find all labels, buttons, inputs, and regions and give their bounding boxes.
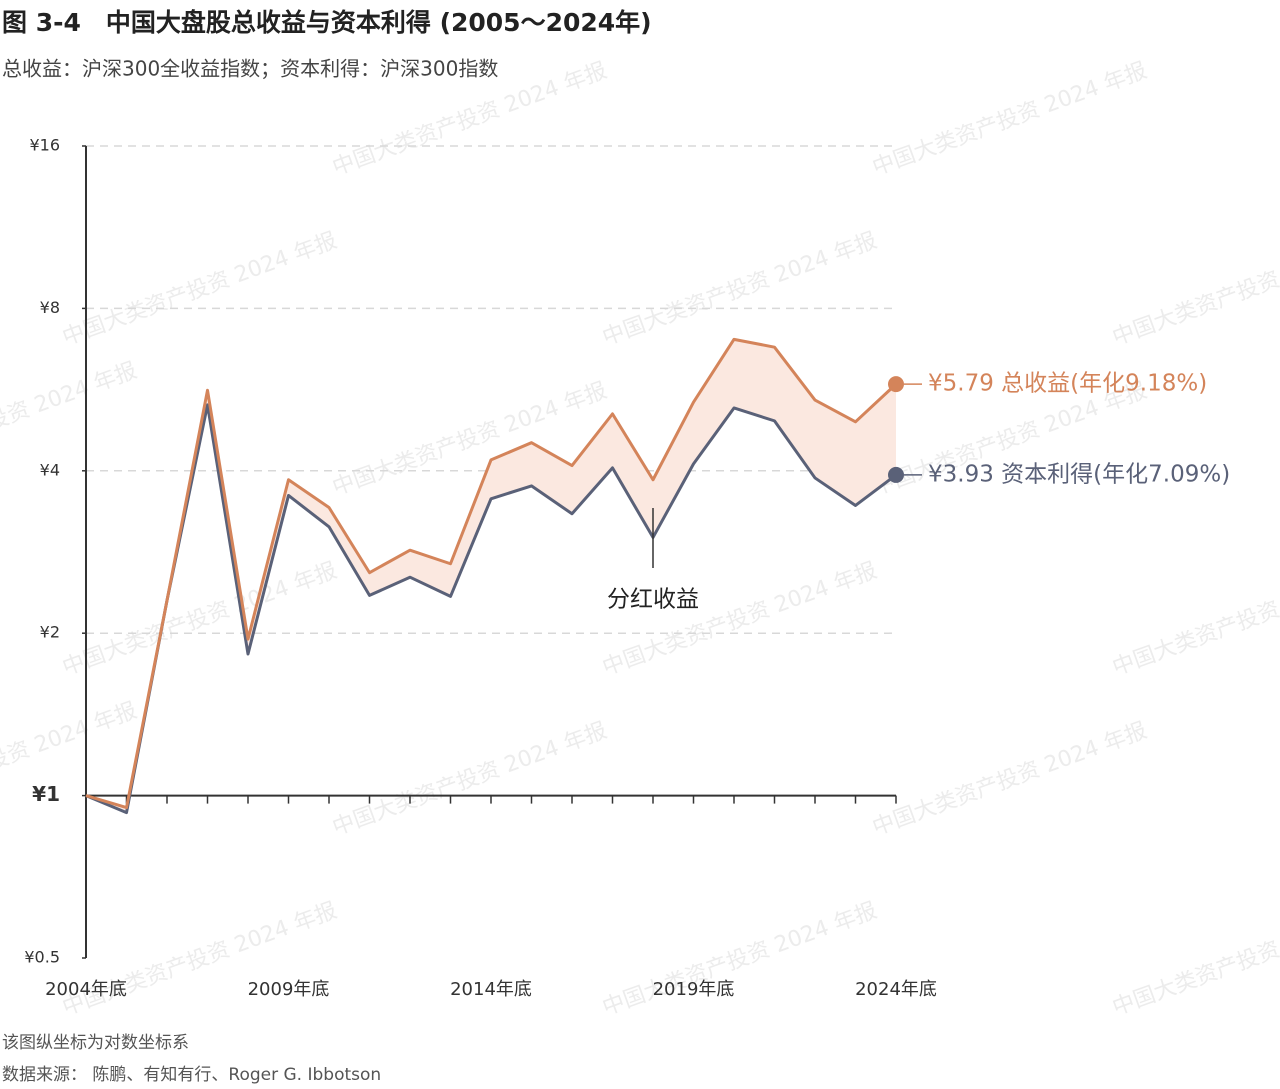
y-tick-label: ¥8	[40, 298, 60, 317]
watermark: 中国大类资产投资 2024 年报	[1109, 558, 1280, 681]
y-tick-label: ¥4	[40, 460, 60, 479]
y-tick-label: ¥0.5	[24, 948, 60, 967]
watermark: 中国大类资产投资 2024 年报	[329, 718, 610, 841]
y-tick-label: ¥16	[29, 136, 60, 155]
end-marker	[888, 466, 904, 483]
end-label: ¥3.93 资本利得(年化7.09%)	[928, 461, 1230, 487]
x-tick-label: 2014年底	[450, 979, 532, 1000]
x-tick-label: 2019年底	[653, 979, 735, 1000]
watermark: 中国大类资产投资 2024 年报	[869, 58, 1150, 181]
y-tick-label: ¥2	[40, 623, 60, 642]
watermark: 中国大类资产投资 2024 年报	[1109, 898, 1280, 1021]
x-tick-label: 2024年底	[855, 979, 937, 1000]
series-line	[85, 337, 898, 810]
end-marker	[888, 376, 904, 393]
watermark: 中国大类资产投资 2024 年报	[59, 228, 340, 351]
watermark: 中国大类资产投资 2024 年报	[59, 558, 340, 681]
x-tick-label: 2009年底	[248, 979, 330, 1000]
footnote: 该图纵坐标为对数坐标系	[2, 1033, 189, 1053]
chart-subtitle: 总收益：沪深300全收益指数；资本利得：沪深300指数	[2, 57, 498, 81]
chart-title: 图 3-4 中国大盘股总收益与资本利得 (2005～2024年)	[2, 8, 652, 37]
watermark: 中国大类资产投资 2024 年报	[599, 558, 880, 681]
source-note: 数据来源： 陈鹏、有知有行、Roger G. Ibbotson	[2, 1065, 381, 1085]
watermark-layer: 中国大类资产投资 2024 年报 中国大类资产投资 2024 年报 中国大类资产投资…	[0, 58, 1280, 1021]
watermark: 中国大类资产投资 2024 年报	[1109, 228, 1280, 351]
annotation: 分红收益	[607, 587, 699, 613]
watermark: 中国大类资产投资 2024 年报	[599, 228, 880, 351]
watermark: 中国大类资产投资 2024 年报	[599, 898, 880, 1021]
watermark: 中国大类资产投资 2024 年报	[59, 898, 340, 1021]
y-tick-label: ¥1	[32, 782, 60, 806]
watermark: 中国大类资产投资 2024 年报	[0, 698, 140, 821]
dividend-band	[86, 339, 896, 813]
series-line	[85, 403, 897, 815]
watermark: 中国大类资产投资 2024 年报	[869, 718, 1150, 841]
watermark: 中国大类资产投资 2024 年报	[0, 358, 140, 481]
x-tick-label: 2004年底	[45, 979, 127, 1000]
end-label: ¥5.79 总收益(年化9.18%)	[928, 371, 1207, 397]
